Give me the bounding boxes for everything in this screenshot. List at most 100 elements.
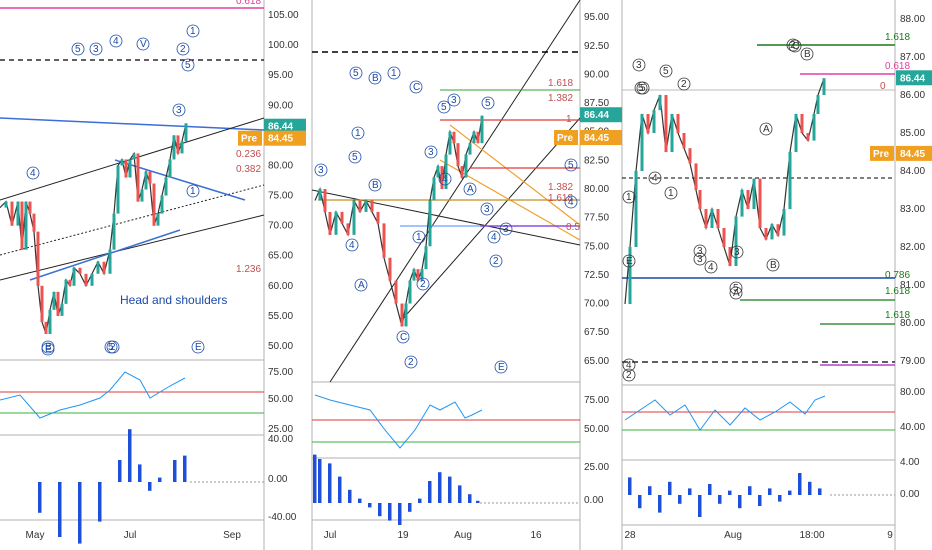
pre-tag (870, 145, 894, 161)
macd-tick-label: 0.00 (584, 495, 604, 506)
macd-bar (338, 476, 342, 503)
macd-bar (328, 463, 332, 503)
pre-price-tag (264, 130, 306, 146)
price-candle (364, 200, 368, 212)
y-tick-label: 87.50 (584, 98, 609, 109)
price-candle (716, 209, 720, 228)
y-tick-label: 95.00 (584, 12, 609, 23)
price-candle (812, 114, 816, 141)
price-candle (78, 267, 82, 274)
price-candle (444, 154, 448, 189)
x-tick-label: Aug (454, 530, 472, 541)
macd-bar (778, 495, 782, 502)
price-candle (800, 114, 804, 133)
macd-bar (748, 486, 752, 495)
price-candle (776, 224, 780, 236)
fib-level-label: 1.382 (548, 93, 573, 104)
price-candle (652, 110, 656, 133)
price-candle (448, 131, 452, 155)
macd-bar (38, 482, 42, 513)
price-candle (476, 131, 480, 144)
price-candle (764, 228, 768, 240)
wave-label-ring (786, 38, 800, 52)
price-candle (440, 166, 444, 189)
x-tick-label: 9 (887, 530, 893, 541)
price-candle (752, 178, 756, 209)
price-candle (60, 303, 64, 316)
wave-label: 1 (355, 128, 361, 139)
macd-tick-label: 0.00 (900, 489, 920, 500)
wave-label-ring (636, 81, 650, 95)
price-candle (160, 195, 164, 214)
wave-label-ring (368, 178, 382, 192)
price-candle (698, 190, 702, 209)
price-candle (788, 152, 792, 209)
price-candle (102, 261, 106, 274)
price-candle (96, 261, 100, 274)
rsi-tick-label: 40.00 (900, 422, 925, 433)
last-price-tag (896, 70, 932, 86)
macd-bar (728, 490, 732, 495)
fib-level-label: 1.618 (548, 78, 573, 89)
wave-label-ring (659, 64, 673, 78)
rsi-line (624, 395, 826, 431)
x-tick-label: 16 (530, 530, 542, 541)
price-candle (640, 114, 644, 171)
price-candle (140, 189, 144, 202)
x-tick-label: 28 (624, 530, 636, 541)
macd-bar (348, 489, 352, 503)
price-candle (164, 177, 168, 196)
macd-bar (173, 460, 177, 482)
wave-label-ring (766, 258, 780, 272)
y-tick-label: 65.00 (584, 356, 609, 367)
macd-bar (648, 486, 652, 495)
wave-label: 2 (110, 342, 116, 353)
wave-label: 1 (668, 188, 674, 199)
macd-bar (128, 429, 132, 482)
price-candle (90, 273, 94, 286)
wave-label-ring (437, 100, 451, 114)
price-candle (408, 280, 412, 304)
wave-label-ring (416, 277, 430, 291)
pre-tag (238, 130, 262, 146)
rsi-tick-label: 80.00 (900, 387, 925, 398)
macd-bar (438, 472, 442, 503)
wave-label: 4 (349, 240, 355, 251)
wave-label: 3 (503, 224, 509, 235)
macd-bar (718, 495, 722, 504)
wave-label-ring (26, 166, 40, 180)
macd-bar (738, 495, 742, 509)
macd-bar (183, 455, 187, 482)
wave-label: 4 (652, 173, 658, 184)
price-candle (728, 247, 732, 266)
wave-label-ring (104, 340, 118, 354)
price-candle (4, 201, 8, 208)
macd-bar (638, 495, 642, 509)
wave-label: 2 (626, 370, 632, 381)
wave-label-ring (438, 172, 452, 186)
y-tick-label: 80.00 (900, 318, 925, 329)
price-candle (758, 178, 762, 228)
y-tick-label: 80.00 (584, 184, 609, 195)
price-candle (382, 223, 386, 258)
price-candle (634, 171, 638, 247)
price-candle (323, 189, 327, 212)
macd-bar (818, 488, 822, 495)
wave-label: B (45, 342, 52, 353)
wave-label: 2 (493, 256, 499, 267)
wave-label: B (372, 73, 379, 84)
wave-label-ring (181, 58, 195, 72)
y-tick-label: 95.00 (268, 70, 293, 81)
y-tick-label: 87.00 (900, 52, 925, 63)
price-candle (460, 166, 464, 178)
y-tick-label: 77.50 (584, 213, 609, 224)
x-tick-label: Jul (324, 530, 337, 541)
macd-bar (78, 482, 82, 544)
y-tick-label: 86.00 (900, 90, 925, 101)
wave-label-ring (622, 254, 636, 268)
wave-label-ring (345, 238, 359, 252)
price-candle (782, 209, 786, 236)
last-price-tag (580, 107, 622, 123)
y-tick-label: 88.00 (900, 14, 925, 25)
